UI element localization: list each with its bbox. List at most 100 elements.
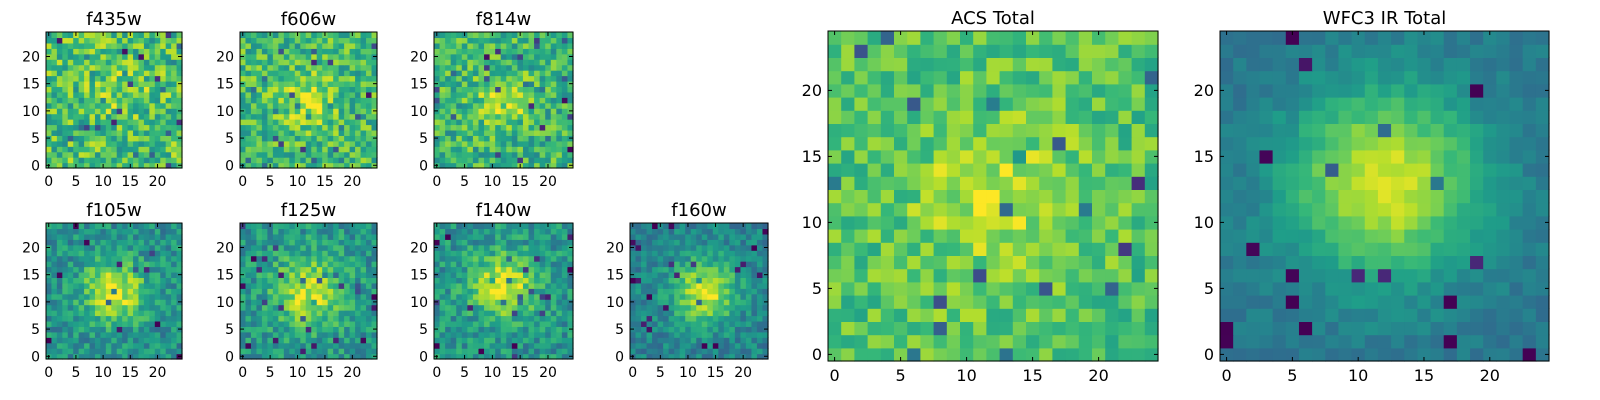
heatmap-cell (472, 129, 480, 136)
heatmap-cell (745, 320, 753, 327)
heatmap-cell (556, 129, 563, 136)
heatmap-cell (149, 140, 156, 147)
heatmap-cell (550, 124, 557, 131)
heatmap-cell (517, 146, 524, 153)
heatmap-cell (828, 149, 842, 164)
heatmap-cell (745, 239, 753, 246)
heatmap-cell (973, 308, 987, 322)
heatmap-cell (561, 162, 569, 169)
heatmap-cell (522, 348, 530, 355)
heatmap-cell (349, 310, 356, 317)
heatmap-cell (171, 53, 178, 60)
heatmap-cell (349, 91, 356, 98)
heatmap-cell (734, 310, 741, 317)
heatmap-cell (561, 48, 569, 55)
heatmap-cell (154, 277, 161, 284)
heatmap-cell (127, 288, 134, 295)
heatmap-cell (289, 353, 296, 360)
heatmap-cell (500, 320, 507, 327)
heatmap-cell (143, 97, 150, 104)
heatmap-cell (506, 228, 513, 235)
heatmap-cell (122, 53, 129, 60)
heatmap-cell (283, 282, 290, 289)
heatmap-cell (62, 244, 69, 251)
heatmap-cell (484, 320, 491, 327)
heatmap-cell (89, 310, 96, 317)
heatmap-cell (111, 119, 118, 126)
heatmap-cell (511, 342, 518, 349)
heatmap-cell (100, 255, 107, 262)
heatmap-cell (1131, 308, 1146, 322)
heatmap-cell (484, 228, 491, 235)
heatmap-cell (73, 288, 80, 295)
heatmap-cell (160, 266, 167, 273)
heatmap-cell (338, 271, 345, 278)
heatmap-cell (160, 337, 167, 344)
heatmap-cell (517, 119, 524, 126)
heatmap-cell (138, 353, 145, 360)
heatmap-cell (366, 315, 373, 322)
heatmap-cell (550, 299, 557, 306)
heatmap-cell (322, 255, 329, 262)
heatmap-cell (986, 163, 1001, 177)
heatmap-cell (272, 32, 279, 39)
heatmap-cell (62, 37, 69, 44)
heatmap-cell (1105, 215, 1119, 230)
heatmap-cell (261, 32, 268, 39)
heatmap-cell (360, 162, 367, 169)
axes-frame (433, 222, 574, 360)
heatmap-cell (456, 310, 463, 317)
heatmap-cell (663, 228, 670, 235)
heatmap-cell (960, 163, 974, 177)
heatmap-cell (472, 337, 480, 344)
heatmap-cell (1052, 308, 1067, 322)
heatmap-cell (500, 113, 507, 120)
heatmap-cell (472, 124, 480, 131)
heatmap-cell (434, 277, 441, 284)
heatmap-cell (907, 149, 921, 164)
heatmap-cell (484, 129, 491, 136)
heatmap-cell (94, 129, 101, 136)
heatmap-cell (283, 97, 290, 104)
heatmap-cell (556, 255, 563, 262)
heatmap-cell (111, 310, 118, 317)
heatmap-cell (360, 135, 367, 142)
heatmap-cell (261, 271, 268, 278)
heatmap-cell (1026, 347, 1040, 362)
heatmap-cell (729, 342, 736, 349)
heatmap-cell (46, 315, 53, 322)
heatmap-cell (89, 119, 96, 126)
heatmap-cell (154, 320, 161, 327)
heatmap-cell (635, 282, 642, 289)
heatmap-cell (261, 299, 268, 306)
heatmap-cell (127, 277, 134, 284)
heatmap-cell (289, 162, 296, 169)
heatmap-cell (960, 268, 974, 283)
heatmap-cell (89, 277, 96, 284)
heatmap-cell (756, 310, 764, 317)
heatmap-cell (729, 239, 736, 246)
heatmap-cell (154, 244, 161, 251)
heatmap-cell (278, 53, 285, 60)
heatmap-cell (316, 315, 323, 322)
heatmap-cell (484, 304, 491, 311)
heatmap-cell (360, 233, 367, 240)
heatmap-cell (67, 86, 74, 93)
heatmap-cell (545, 59, 552, 66)
heatmap-cell (305, 135, 312, 142)
heatmap-cell (707, 310, 714, 317)
heatmap-cell (272, 233, 279, 240)
heatmap-cell (495, 151, 502, 158)
heatmap-cell (1131, 295, 1146, 309)
heatmap-cell (127, 102, 134, 109)
heatmap-cell (245, 353, 252, 360)
heatmap-cell (360, 157, 367, 164)
heatmap-cell (165, 37, 172, 44)
y-tick-label: 10 (22, 104, 40, 120)
heatmap-cell (495, 53, 502, 60)
heatmap-cell (316, 113, 323, 120)
heatmap-cell (245, 80, 252, 87)
heatmap-cell (1026, 321, 1040, 336)
heatmap-cell (250, 315, 258, 322)
heatmap-cell (94, 135, 101, 142)
